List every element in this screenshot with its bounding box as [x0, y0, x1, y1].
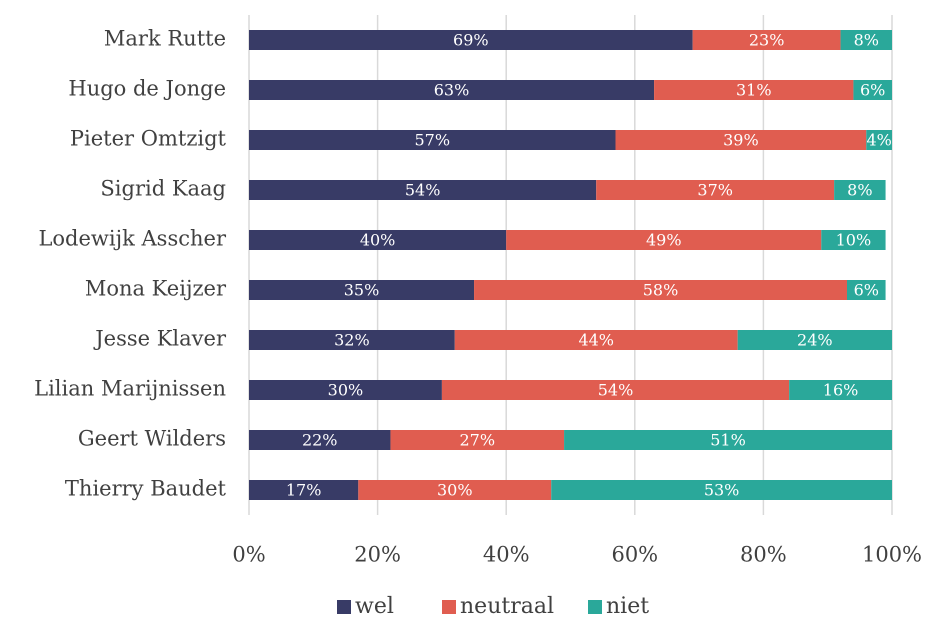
- x-tick-label: 100%: [862, 543, 922, 567]
- x-tick-label: 40%: [483, 543, 530, 567]
- bar-segment: [692, 30, 841, 50]
- legend-swatch: [588, 600, 602, 614]
- bar-segment: [821, 230, 886, 250]
- bar-segment: [441, 380, 790, 400]
- legend-label: neutraal: [460, 594, 554, 619]
- bar-segment: [249, 30, 693, 50]
- bar-segment: [596, 180, 835, 200]
- bar-segment: [615, 130, 867, 150]
- bar-segment: [249, 80, 655, 100]
- value-label: 24%: [797, 331, 833, 350]
- bar-segment: [390, 430, 565, 450]
- value-label: 58%: [643, 281, 679, 300]
- bar-segment: [249, 280, 475, 300]
- category-label: Mark Rutte: [104, 27, 226, 51]
- value-label: 54%: [598, 381, 634, 400]
- category-label: Pieter Omtzigt: [70, 127, 227, 151]
- category-label: Mona Keijzer: [85, 277, 227, 301]
- legend-swatch: [442, 600, 456, 614]
- bar-segment: [249, 380, 442, 400]
- category-label: Geert Wilders: [78, 427, 226, 451]
- value-label: 54%: [405, 181, 441, 200]
- value-label: 4%: [866, 131, 891, 150]
- value-label: 35%: [344, 281, 380, 300]
- value-label: 10%: [836, 231, 872, 250]
- bar-segment: [834, 180, 886, 200]
- value-label: 69%: [453, 31, 489, 50]
- legend-label: wel: [355, 594, 394, 619]
- bar-segment: [506, 230, 822, 250]
- value-label: 8%: [847, 181, 872, 200]
- bar-segment: [474, 280, 847, 300]
- bar-segment: [564, 430, 892, 450]
- legend-label: niet: [606, 594, 649, 619]
- bar-segment: [840, 30, 892, 50]
- bar-segment: [249, 480, 359, 500]
- bar-segment: [853, 80, 892, 100]
- value-label: 27%: [459, 431, 495, 450]
- value-label: 63%: [434, 81, 470, 100]
- category-label: Hugo de Jonge: [68, 77, 226, 101]
- x-tick-label: 60%: [611, 543, 658, 567]
- bar-segment: [249, 230, 507, 250]
- value-label: 39%: [723, 131, 759, 150]
- value-label: 23%: [749, 31, 785, 50]
- category-label: Lilian Marijnissen: [34, 377, 226, 401]
- value-label: 8%: [854, 31, 879, 50]
- category-label: Thierry Baudet: [65, 477, 227, 501]
- bar-segment: [358, 480, 552, 500]
- value-label: 17%: [286, 481, 322, 500]
- value-label: 53%: [704, 481, 740, 500]
- x-tick-label: 0%: [232, 543, 265, 567]
- x-tick-label: 20%: [354, 543, 401, 567]
- category-label: Sigrid Kaag: [100, 177, 226, 201]
- value-label: 30%: [328, 381, 364, 400]
- value-label: 57%: [414, 131, 450, 150]
- value-label: 32%: [334, 331, 370, 350]
- bar-segment: [249, 130, 616, 150]
- bar-segment: [866, 130, 892, 150]
- value-label: 31%: [736, 81, 772, 100]
- x-tick-label: 80%: [740, 543, 787, 567]
- value-label: 6%: [854, 281, 879, 300]
- legend-swatch: [337, 600, 351, 614]
- category-label: Jesse Klaver: [93, 327, 227, 351]
- bar-segment: [737, 330, 892, 350]
- value-label: 49%: [646, 231, 682, 250]
- value-label: 40%: [360, 231, 396, 250]
- bar-segment: [249, 430, 391, 450]
- value-label: 30%: [437, 481, 473, 500]
- value-label: 6%: [860, 81, 885, 100]
- value-label: 51%: [710, 431, 746, 450]
- bar-segment: [789, 380, 892, 400]
- value-label: 22%: [302, 431, 338, 450]
- bar-segment: [454, 330, 738, 350]
- bar-segment: [249, 180, 597, 200]
- value-label: 44%: [578, 331, 614, 350]
- bar-segment: [551, 480, 892, 500]
- value-label: 37%: [697, 181, 733, 200]
- bar-segment: [654, 80, 854, 100]
- value-label: 16%: [823, 381, 859, 400]
- bar-segment: [846, 280, 886, 300]
- category-label: Lodewijk Asscher: [38, 227, 226, 251]
- bar-segment: [249, 330, 455, 350]
